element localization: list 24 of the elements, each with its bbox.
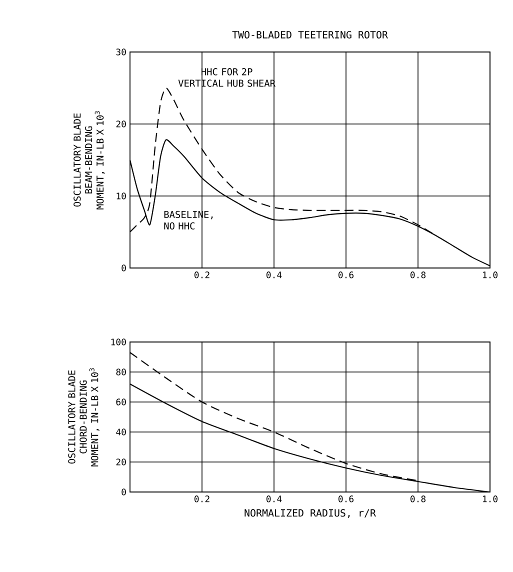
y-axis-title: OSCILLATORY BLADE CHORD-BENDING MOMENT, IN-LB X 10$^{3}$ [68, 368, 100, 466]
x-tick-label: 1.0 [482, 272, 498, 278]
y-tick-label: 100 [111, 338, 126, 346]
x-tick-label: 0.8 [410, 496, 426, 502]
y-tick-label: 40 [116, 428, 126, 436]
x-tick-label: 0.6 [338, 496, 354, 502]
y-tick-label: 20 [116, 120, 126, 128]
y-tick-label: 60 [116, 398, 126, 406]
x-axis-title: NORMALIZED RADIUS, r/R [244, 509, 376, 518]
y-axis-title: OSCILLATORY BLADE BEAM-BENDING MOMENT, IN-LB X 10$^{3}$ [74, 111, 105, 210]
x-tick-label: 0.4 [266, 496, 282, 502]
y-tick-label: 20 [116, 458, 126, 466]
y-tick-label: 10 [116, 192, 126, 200]
chart-title: TWO-BLADED TEETERING ROTOR [232, 30, 388, 38]
x-tick-label: 0.6 [338, 272, 354, 278]
x-tick-label: 0.4 [266, 272, 282, 278]
x-tick-label: 0.2 [194, 496, 210, 502]
y-tick-label: 30 [116, 48, 126, 56]
x-tick-label: 0.2 [194, 272, 210, 278]
y-tick-label: 80 [116, 368, 126, 376]
x-tick-label: 0.8 [410, 272, 426, 278]
y-tick-label: 0 [122, 264, 126, 272]
x-tick-label: 1.0 [482, 496, 498, 502]
y-tick-label: 0 [122, 488, 126, 496]
